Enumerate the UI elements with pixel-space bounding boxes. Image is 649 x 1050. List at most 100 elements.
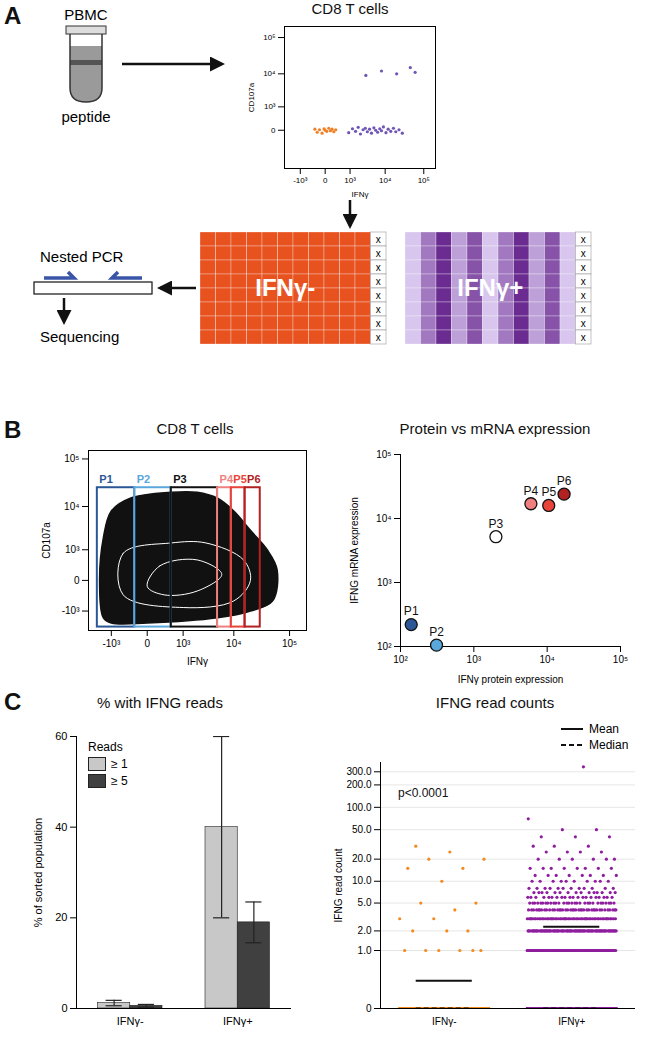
svg-text:-10³: -10³ [293,176,308,185]
svg-text:x: x [581,318,586,329]
svg-text:Sequencing: Sequencing [40,328,119,345]
svg-text:Nested PCR: Nested PCR [40,248,124,265]
svg-text:x: x [376,290,381,301]
html-text:B: B [4,416,22,443]
svg-text:CD107a: CD107a [41,522,52,559]
svg-text:-10³: -10³ [62,605,80,616]
svg-text:P6: P6 [557,474,572,488]
svg-text:IFNG read count: IFNG read count [333,848,344,922]
svg-text:IFNγ+: IFNγ+ [457,274,523,301]
svg-text:P5: P5 [233,473,246,485]
svg-text:x: x [376,318,381,329]
svg-text:IFNγ-: IFNγ- [432,1016,456,1027]
svg-text:2.0: 2.0 [358,925,372,936]
svg-text:x: x [581,234,586,245]
svg-text:10³: 10³ [65,544,80,555]
svg-text:IFNγ: IFNγ [352,190,369,199]
svg-text:PBMC: PBMC [64,6,108,23]
svg-text:10.0: 10.0 [352,875,372,886]
svg-text:50.0: 50.0 [352,824,372,835]
svg-text:10³: 10³ [467,654,482,665]
svg-text:1.0: 1.0 [358,945,372,956]
svg-text:-10³: -10³ [102,638,120,649]
svg-text:P2: P2 [429,625,444,639]
svg-text:IFNγ: IFNγ [187,656,208,667]
svg-text:x: x [376,234,381,245]
svg-text:10⁵: 10⁵ [613,654,628,665]
svg-text:20: 20 [55,911,67,923]
svg-text:10³: 10³ [176,638,191,649]
svg-text:60: 60 [55,730,67,742]
html-text:IFNG read counts: IFNG read counts [435,694,555,711]
svg-text:10³: 10³ [264,102,276,111]
svg-text:10⁵: 10⁵ [263,33,275,42]
svg-text:10⁴: 10⁴ [263,69,276,78]
svg-text:0: 0 [144,638,150,649]
svg-text:10⁴: 10⁴ [64,501,79,512]
svg-text:IFNγ+: IFNγ+ [223,1015,253,1027]
svg-text:x: x [581,262,586,273]
svg-text:200.0: 200.0 [346,779,371,790]
svg-text:x: x [581,248,586,259]
svg-text:P2: P2 [137,473,150,485]
svg-text:0: 0 [323,176,328,185]
html-text:CD8 T cells: CD8 T cells [311,0,389,17]
svg-text:10⁴: 10⁴ [539,654,554,665]
svg-text:IFNγ-: IFNγ- [255,274,315,301]
svg-text:x: x [581,304,586,315]
svg-text:P3: P3 [173,473,186,485]
svg-text:IFNγ-: IFNγ- [117,1015,144,1027]
svg-text:0: 0 [271,126,276,135]
svg-text:P1: P1 [99,473,112,485]
svg-text:10²: 10² [393,654,408,665]
svg-text:peptide: peptide [61,108,110,125]
svg-text:x: x [581,276,586,287]
svg-text:IFNγ+: IFNγ+ [558,1016,585,1027]
html-text:Mean: Mean [589,722,619,736]
svg-text:0: 0 [61,1002,67,1014]
svg-text:0: 0 [366,1003,372,1014]
html-text:A: A [4,2,22,29]
svg-text:20.0: 20.0 [352,853,372,864]
svg-text:CD107a: CD107a [247,82,256,112]
html-text:≥ 1: ≥ 1 [111,757,128,771]
svg-text:5.0: 5.0 [358,897,372,908]
svg-text:% of sorted population: % of sorted population [32,818,44,927]
svg-text:40: 40 [55,821,67,833]
svg-text:P6: P6 [247,473,260,485]
svg-text:x: x [376,304,381,315]
svg-text:P4: P4 [220,473,234,485]
html-text:p<0.0001: p<0.0001 [398,786,449,800]
svg-text:x: x [376,276,381,287]
svg-text:10⁴: 10⁴ [376,513,391,524]
svg-text:10⁵: 10⁵ [282,638,297,649]
svg-text:P3: P3 [489,517,504,531]
svg-text:x: x [376,332,381,343]
html-text:% with IFNG reads: % with IFNG reads [97,694,223,711]
svg-text:IFNG mRNA expression: IFNG mRNA expression [349,497,360,604]
svg-text:x: x [581,332,586,343]
svg-text:P4: P4 [524,484,539,498]
svg-text:IFNγ protein expression: IFNγ protein expression [458,674,564,685]
html-text:CD8 T cells: CD8 T cells [156,420,234,437]
svg-text:10³: 10³ [377,577,392,588]
svg-text:10⁵: 10⁵ [64,453,79,464]
html-text:≥ 5: ≥ 5 [111,774,128,788]
svg-text:10²: 10² [377,641,392,652]
svg-text:10⁴: 10⁴ [226,638,241,649]
svg-text:10⁴: 10⁴ [379,176,392,185]
svg-text:x: x [376,262,381,273]
svg-text:x: x [376,248,381,259]
html-text:Reads: Reads [88,740,123,754]
svg-text:10⁵: 10⁵ [376,449,391,460]
svg-text:100.0: 100.0 [346,802,371,813]
svg-text:10³: 10³ [344,176,356,185]
svg-text:P1: P1 [404,604,419,618]
svg-text:P5: P5 [541,485,556,499]
svg-text:0: 0 [74,575,80,586]
svg-text:300.0: 300.0 [346,766,371,777]
html-text:C: C [4,688,22,715]
svg-text:10⁵: 10⁵ [418,176,430,185]
svg-text:x: x [581,290,586,301]
html-text:Protein vs mRNA expression: Protein vs mRNA expression [399,420,591,437]
